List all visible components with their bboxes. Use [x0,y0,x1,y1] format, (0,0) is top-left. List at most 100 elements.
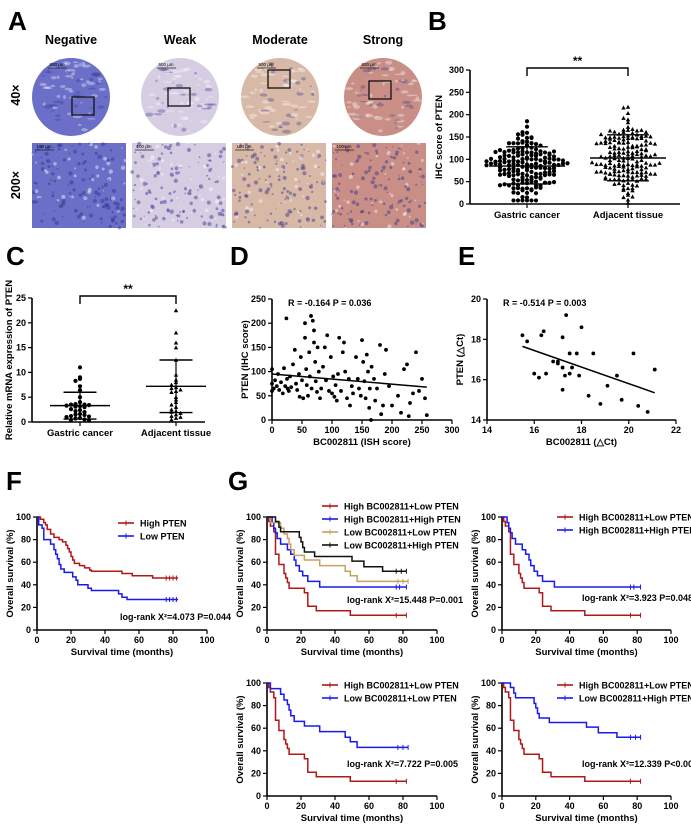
data-point [173,345,179,350]
cell-mark [397,202,399,205]
cell-mark [134,151,137,154]
cell-mark [31,152,33,155]
data-point [310,318,315,323]
x-axis-label: Survival time (months) [301,813,403,824]
data-point [297,394,302,399]
texture-mark [362,69,371,73]
texture-mark [42,102,46,107]
cell-mark [282,175,287,180]
tissue-detail-moderate: 100 µm [230,141,327,229]
cell-mark [260,145,264,149]
texture-mark [260,109,269,112]
data-point [333,383,338,388]
x-tick-label: 100 [429,635,444,645]
cell-mark [249,207,254,212]
data-point [511,186,516,191]
cell-mark [44,151,49,156]
data-point [612,153,617,158]
cell-mark [159,200,164,205]
texture-mark [53,100,61,104]
cell-mark [384,213,388,217]
cell-mark [415,150,419,154]
cell-mark [415,223,417,225]
cell-mark [364,221,369,226]
cell-mark [386,191,388,194]
data-point [423,396,427,401]
texture-mark [360,94,370,96]
cell-mark [122,213,126,217]
data-point [524,195,530,200]
cell-mark [170,199,174,202]
cell-mark [81,152,85,156]
cell-mark [134,161,137,165]
texture-mark [264,105,272,110]
cell-mark [374,199,377,202]
cell-mark [109,197,114,201]
texture-mark [156,97,160,100]
scale-bar-label: 500 µm [258,62,273,67]
texture-mark [261,100,272,104]
cell-mark [137,141,142,146]
survival-curve [267,516,407,617]
cell-mark [88,142,91,145]
texture-mark [280,100,290,102]
data-point [511,166,516,171]
data-point [515,167,521,172]
x-axis-label: Survival time (months) [535,647,637,658]
cell-mark [244,160,248,164]
cell-mark [146,158,149,162]
data-point [621,162,626,167]
x-axis-label: Survival time (months) [71,647,173,658]
cell-mark [288,191,293,195]
cell-mark [97,154,102,159]
data-point [542,155,548,160]
cell-mark [86,206,89,208]
cell-mark [359,210,363,214]
cell-mark [266,187,271,192]
x-tick-label: 0 [34,635,39,645]
data-point [551,166,557,171]
cell-mark [103,156,107,161]
cell-mark [32,190,37,194]
data-point [621,150,626,155]
cell-mark [397,147,400,150]
x-tick-label: 100 [663,801,678,811]
texture-mark [72,61,79,64]
texture-mark [250,90,254,95]
cell-mark [284,222,288,226]
significance-label: ** [573,54,583,68]
x-tick-label: 0 [264,635,269,645]
cell-mark [215,223,218,226]
survival-curve [37,516,179,601]
data-point [328,355,333,359]
texture-mark [354,116,362,119]
cell-mark [332,225,335,228]
y-tick-label: 0 [256,791,261,801]
texture-mark [297,106,308,109]
cell-mark [406,187,411,192]
texture-mark [270,64,274,68]
data-point [497,183,503,188]
data-point [603,141,608,146]
texture-mark [311,93,315,97]
texture-mark [394,125,404,128]
texture-mark [206,106,212,110]
texture-mark [63,95,66,100]
tissue-core-moderate: 500 µm [240,58,319,136]
cell-mark [276,148,280,152]
cell-mark [35,200,39,203]
data-point [291,362,295,367]
data-point [652,152,658,157]
cell-mark [218,175,220,178]
data-point [621,115,626,120]
data-point [515,150,521,155]
cell-mark [246,147,249,151]
texture-mark [183,89,188,93]
cell-mark [132,214,136,218]
texture-mark [373,116,384,121]
texture-mark [353,104,361,109]
cell-mark [416,141,421,145]
texture-mark [395,87,400,91]
texture-mark [163,111,169,113]
